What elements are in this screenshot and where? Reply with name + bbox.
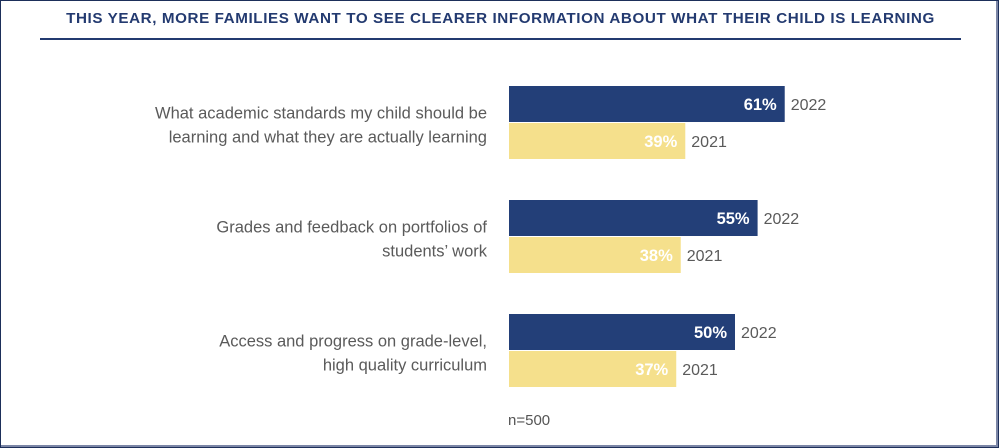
bar-value-label: 38% — [640, 247, 673, 265]
bar-2021 — [509, 237, 681, 273]
sample-size-note: n=500 — [508, 412, 551, 429]
category-label: high quality curriculum — [323, 357, 487, 375]
bar-2022 — [509, 200, 758, 236]
series-year-label: 2022 — [764, 211, 800, 228]
category-label: What academic standards my child should … — [155, 105, 487, 123]
series-year-label: 2021 — [687, 248, 723, 265]
category-label: learning and what they are actually lear… — [169, 129, 487, 147]
bar-value-label: 39% — [644, 133, 677, 151]
bar-value-label: 37% — [635, 361, 668, 379]
series-year-label: 2022 — [741, 325, 777, 342]
bar-2021 — [509, 123, 686, 159]
series-year-label: 2022 — [791, 97, 827, 114]
bar-value-label: 50% — [694, 324, 727, 342]
bar-2022 — [509, 314, 735, 350]
title-divider — [40, 38, 961, 40]
series-year-label: 2021 — [691, 134, 727, 151]
chart-title: THIS YEAR, MORE FAMILIES WANT TO SEE CLE… — [66, 10, 935, 27]
bar-value-label: 61% — [744, 96, 777, 114]
category-label: Access and progress on grade-level, — [219, 333, 487, 351]
category-label: students’ work — [382, 243, 488, 261]
bar-2021 — [509, 351, 677, 387]
bar-value-label: 55% — [717, 210, 750, 228]
bar-2022 — [509, 86, 785, 122]
series-year-label: 2021 — [682, 362, 718, 379]
category-label: Grades and feedback on portfolios of — [216, 219, 487, 237]
